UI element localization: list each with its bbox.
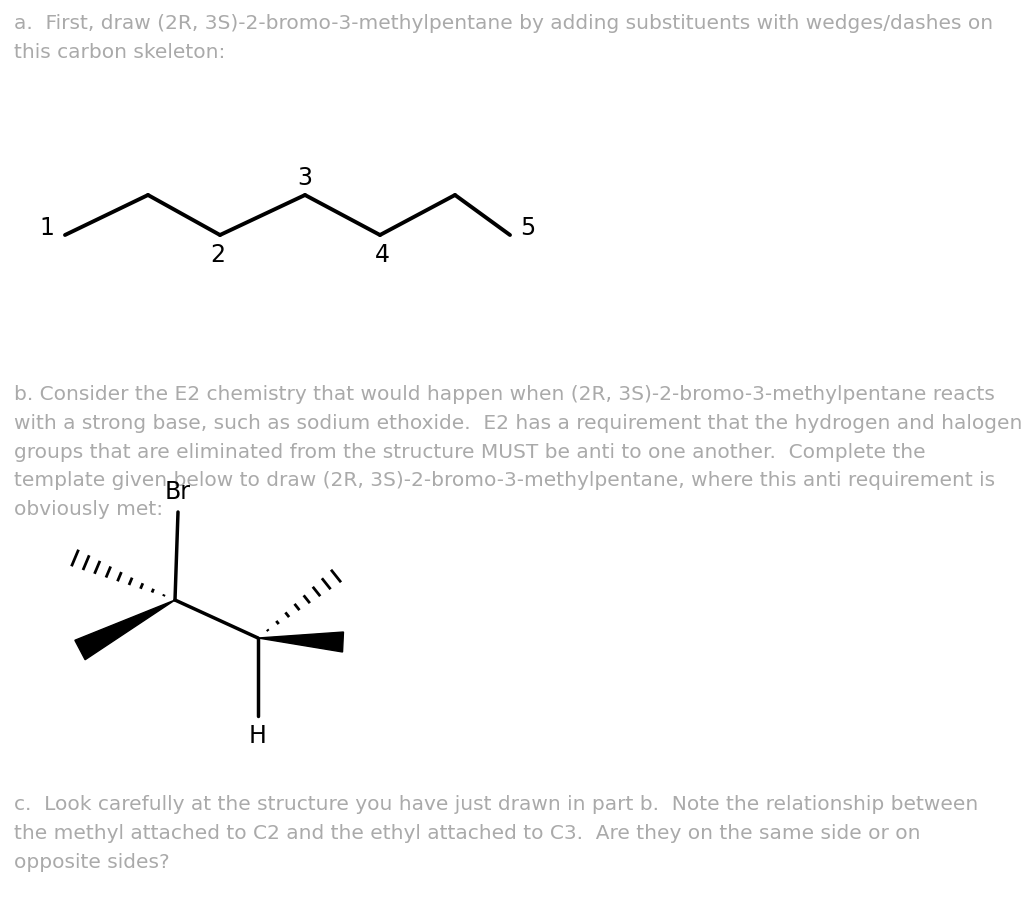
Text: H: H (249, 724, 267, 748)
Text: c.  Look carefully at the structure you have just drawn in part b.  Note the rel: c. Look carefully at the structure you h… (14, 795, 978, 871)
Text: b. Consider the E2 chemistry that would happen when (2R, 3S)-2-bromo-3-methylpen: b. Consider the E2 chemistry that would … (14, 385, 1022, 519)
Text: Br: Br (165, 480, 191, 504)
Text: 5: 5 (520, 216, 536, 240)
Text: 3: 3 (298, 166, 312, 190)
Text: 1: 1 (40, 216, 54, 240)
Text: 2: 2 (211, 243, 225, 267)
Polygon shape (258, 632, 343, 652)
Polygon shape (75, 600, 175, 660)
Text: 4: 4 (375, 243, 389, 267)
Text: a.  First, draw (2R, 3S)-2-bromo-3-methylpentane by adding substituents with wed: a. First, draw (2R, 3S)-2-bromo-3-methyl… (14, 14, 993, 61)
